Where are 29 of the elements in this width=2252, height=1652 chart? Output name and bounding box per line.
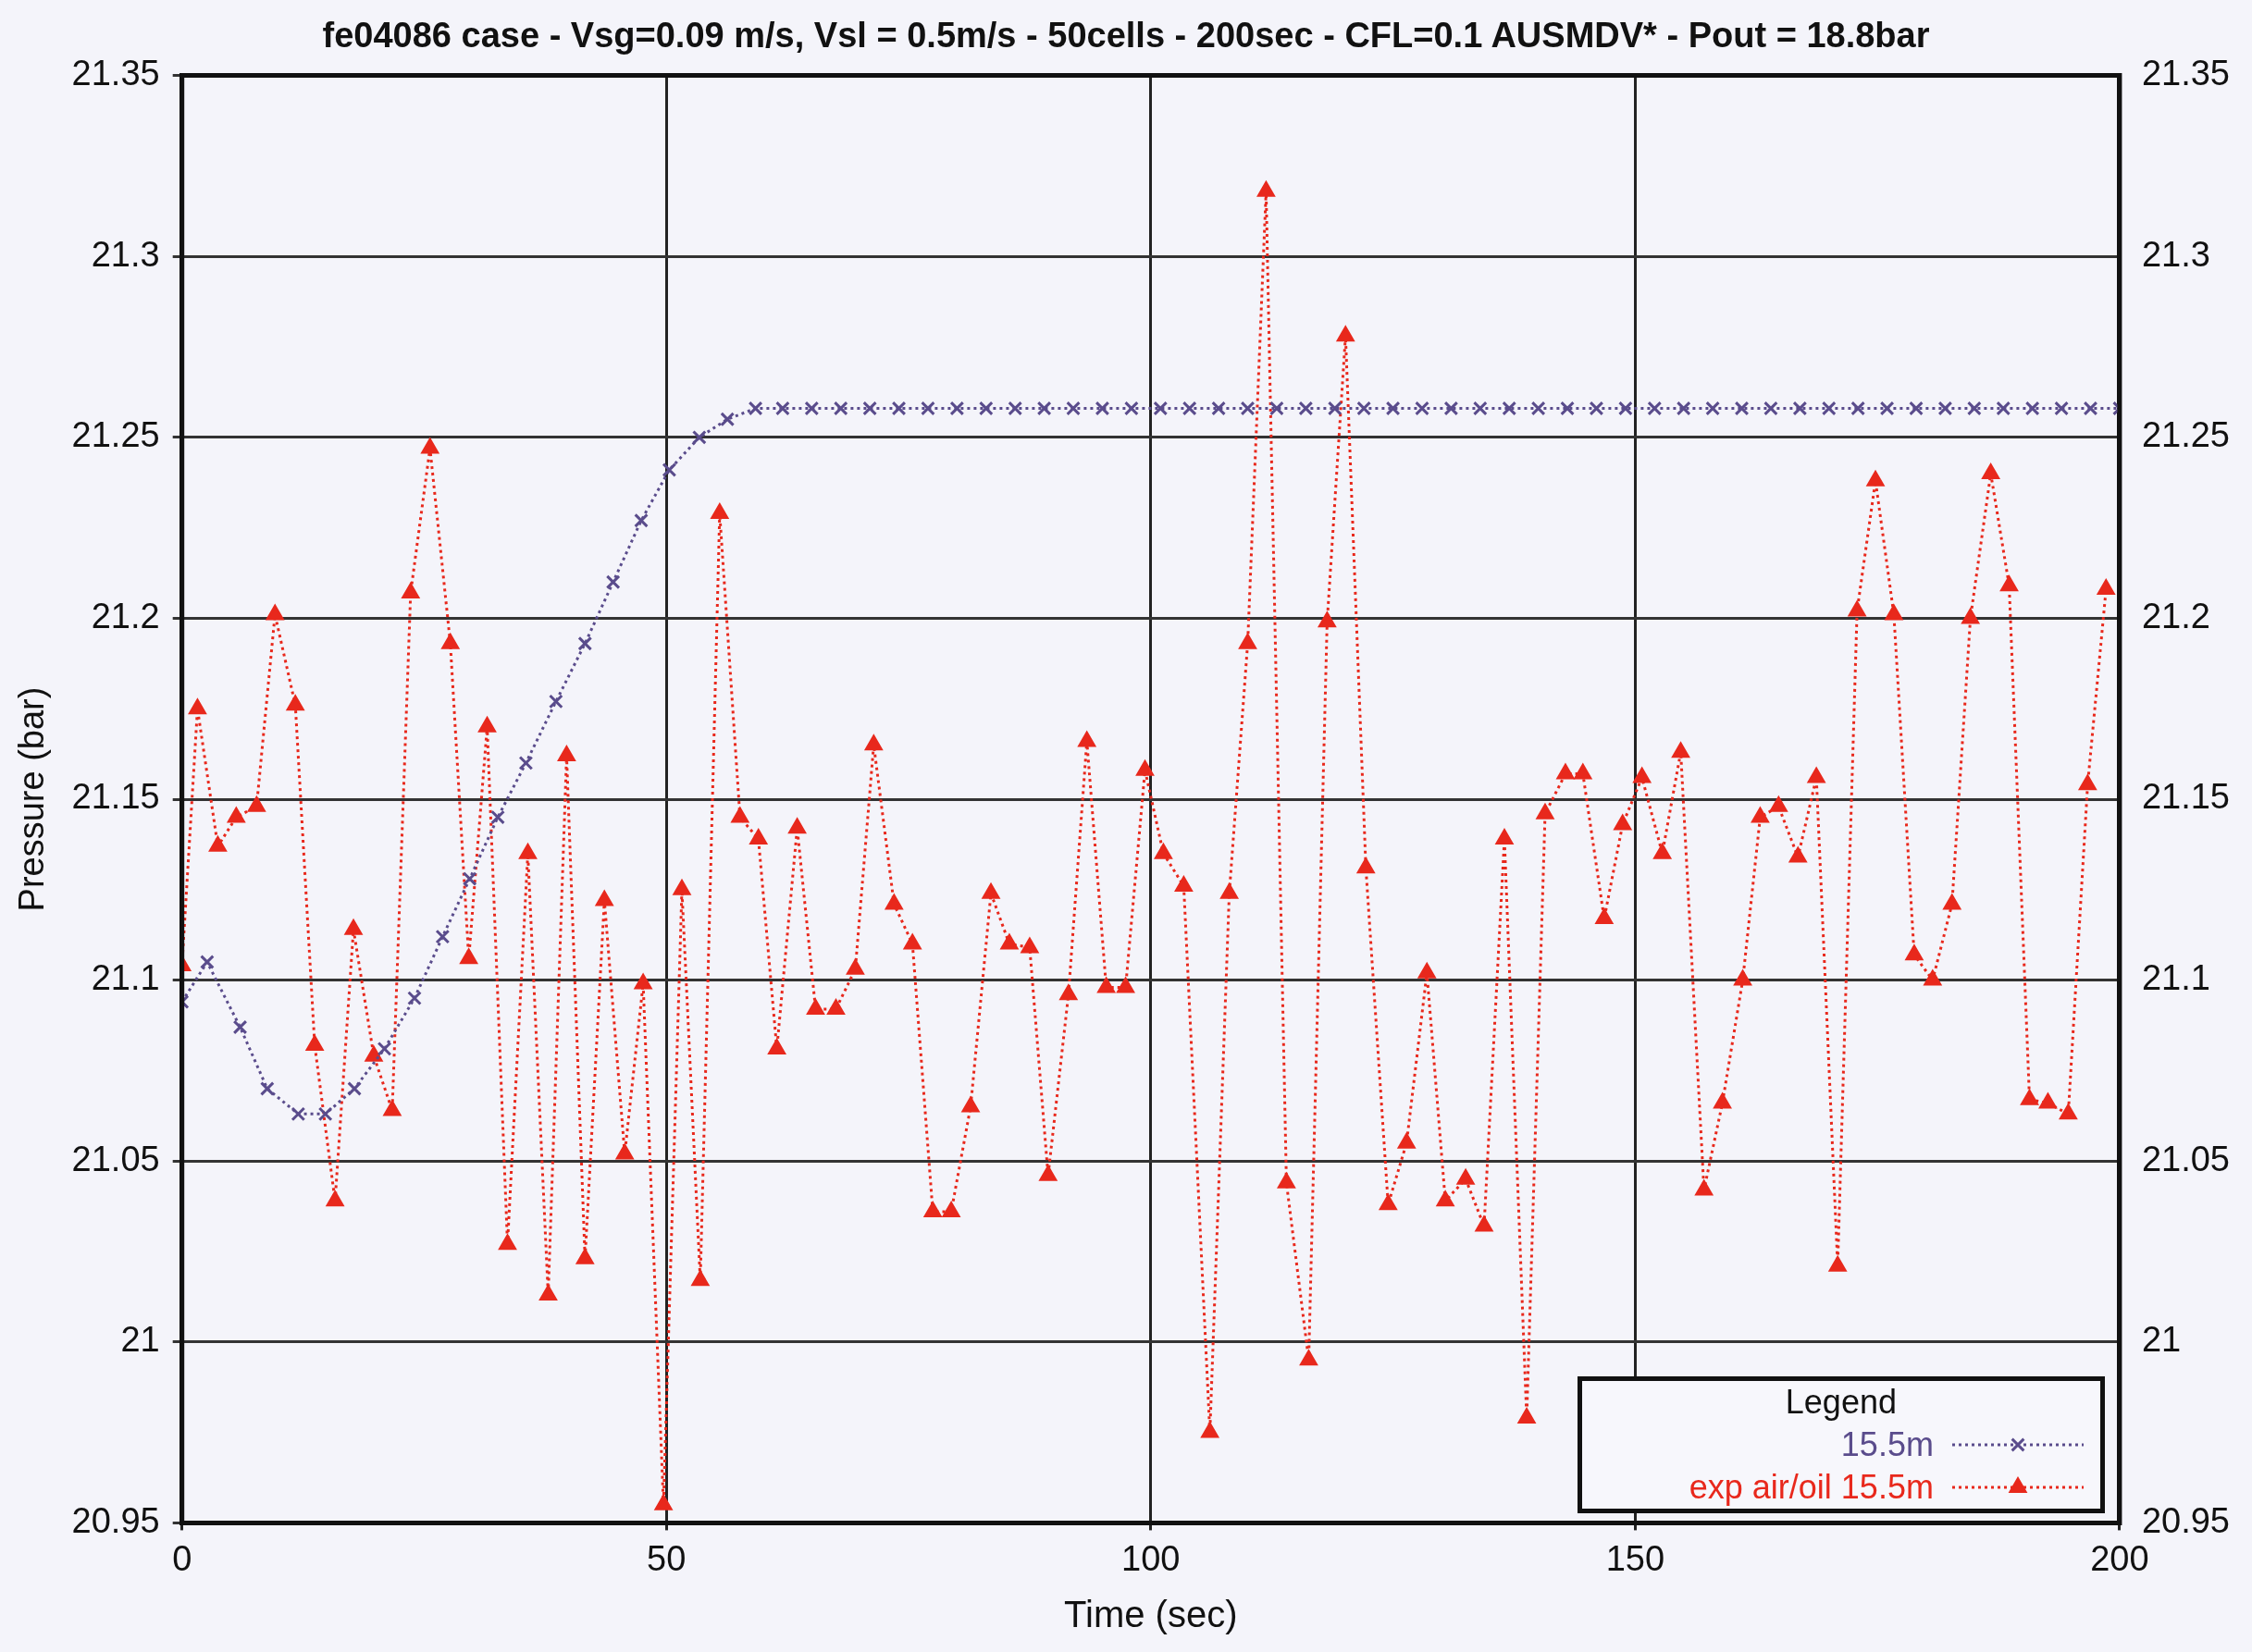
- x-tick-label: 0: [172, 1538, 192, 1578]
- y2-tick-label: 20.95: [2141, 1500, 2230, 1540]
- y2-tick-label: 21.25: [2141, 415, 2230, 455]
- x-tick-label: 50: [647, 1538, 687, 1578]
- legend-label: 15.5m: [1840, 1425, 1934, 1465]
- y-tick-label: 21.15: [71, 777, 160, 817]
- y2-tick-label: 21.05: [2141, 1139, 2230, 1178]
- x-tick-label: 100: [1121, 1538, 1181, 1578]
- chart-title: fe04086 case - Vsg=0.09 m/s, Vsl = 0.5m/s - 50cells - 200sec - CFL=0.1 AUSMDV* - Pout = 18.8bar: [322, 16, 1930, 55]
- y2-tick-label: 21.1: [2141, 958, 2210, 998]
- legend-title: Legend: [1784, 1382, 1898, 1424]
- y-tick-label: 21.25: [71, 415, 160, 455]
- x-tick-label: 200: [2090, 1538, 2149, 1578]
- y-tick-label: 21.05: [71, 1139, 160, 1178]
- y2-tick-label: 21.3: [2141, 234, 2210, 274]
- y2-tick-label: 21.35: [2141, 54, 2230, 93]
- y-tick-label: 21.2: [91, 596, 160, 635]
- y-tick-label: 20.95: [71, 1500, 160, 1540]
- y2-tick-label: 21.15: [2141, 777, 2230, 817]
- y-tick-label: 21.35: [71, 54, 160, 93]
- y2-tick-label: 21.2: [2141, 596, 2210, 635]
- x-tick-label: 150: [1605, 1538, 1665, 1578]
- y2-tick-label: 21: [2141, 1320, 2182, 1360]
- y-tick-label: 21.3: [91, 234, 160, 274]
- legend-label: exp air/oil 15.5m: [1689, 1468, 1934, 1508]
- y-axis-title: Pressure (bar): [12, 686, 52, 912]
- x-axis-title: Time (sec): [1064, 1594, 1238, 1635]
- y-tick-label: 21: [120, 1320, 160, 1360]
- y-tick-label: 21.1: [91, 958, 160, 998]
